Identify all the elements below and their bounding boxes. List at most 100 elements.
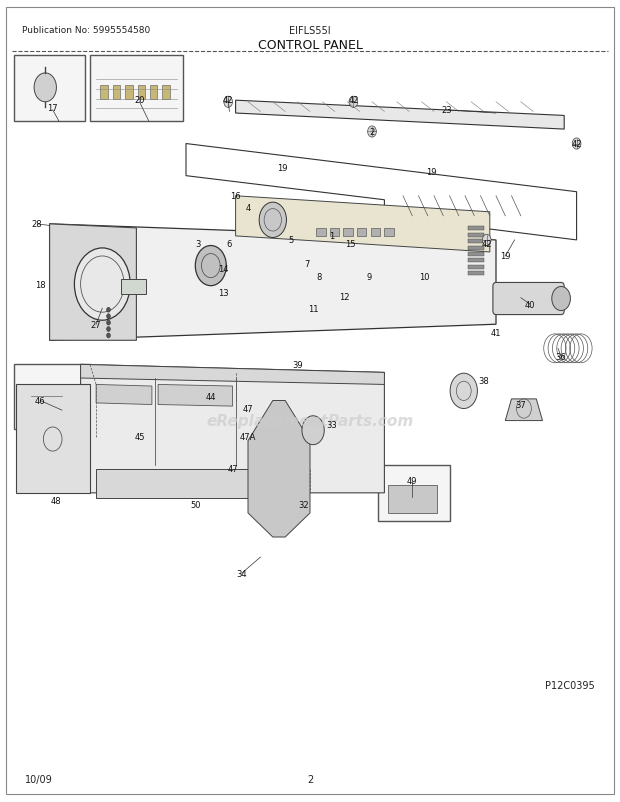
Text: 47: 47 <box>227 464 238 474</box>
Text: 47: 47 <box>242 404 254 414</box>
Text: 13: 13 <box>218 288 229 298</box>
Text: 39: 39 <box>292 360 303 370</box>
FancyBboxPatch shape <box>100 86 108 100</box>
Text: 1: 1 <box>329 232 334 241</box>
Polygon shape <box>50 225 496 341</box>
FancyBboxPatch shape <box>90 56 183 122</box>
FancyBboxPatch shape <box>493 283 564 315</box>
Text: 20: 20 <box>135 95 144 105</box>
FancyBboxPatch shape <box>468 272 484 276</box>
Text: 34: 34 <box>236 569 247 578</box>
FancyBboxPatch shape <box>468 227 484 231</box>
Polygon shape <box>505 399 542 421</box>
Text: 32: 32 <box>298 500 309 510</box>
Text: 47A: 47A <box>240 432 256 442</box>
Text: 10: 10 <box>420 272 430 282</box>
Text: 10/09: 10/09 <box>25 775 53 784</box>
Polygon shape <box>81 365 384 493</box>
Text: 9: 9 <box>366 272 371 282</box>
Circle shape <box>302 416 324 445</box>
Text: 46: 46 <box>35 396 46 406</box>
Polygon shape <box>248 401 310 537</box>
Text: 37: 37 <box>515 400 526 410</box>
Circle shape <box>552 287 570 311</box>
Text: 38: 38 <box>478 376 489 386</box>
Circle shape <box>34 74 56 103</box>
Polygon shape <box>96 385 152 405</box>
FancyBboxPatch shape <box>468 246 484 250</box>
FancyBboxPatch shape <box>316 229 326 237</box>
Text: 42: 42 <box>348 95 358 105</box>
FancyBboxPatch shape <box>343 229 353 237</box>
Polygon shape <box>96 469 294 499</box>
Text: 42: 42 <box>572 140 582 149</box>
Text: 41: 41 <box>491 328 501 338</box>
Text: 36: 36 <box>556 352 567 362</box>
Text: 33: 33 <box>326 420 337 430</box>
FancyBboxPatch shape <box>14 365 91 429</box>
Polygon shape <box>158 385 232 407</box>
Circle shape <box>195 246 226 286</box>
Circle shape <box>572 139 581 150</box>
Text: 3: 3 <box>196 240 201 249</box>
Text: 42: 42 <box>223 95 233 105</box>
Circle shape <box>107 334 110 338</box>
Circle shape <box>368 127 376 138</box>
Text: 27: 27 <box>91 320 102 330</box>
FancyBboxPatch shape <box>357 229 366 237</box>
Text: 2: 2 <box>370 128 374 137</box>
Text: 49: 49 <box>407 476 417 486</box>
Text: 48: 48 <box>50 496 61 506</box>
Polygon shape <box>16 385 90 493</box>
Text: 19: 19 <box>426 168 436 177</box>
Text: 44: 44 <box>206 392 216 402</box>
Text: 14: 14 <box>218 264 228 273</box>
Text: 12: 12 <box>339 292 349 302</box>
Text: 7: 7 <box>304 260 309 269</box>
Circle shape <box>224 97 232 108</box>
Text: 19: 19 <box>500 252 510 261</box>
Circle shape <box>482 235 491 246</box>
Polygon shape <box>236 101 564 130</box>
Text: 6: 6 <box>227 240 232 249</box>
Text: 23: 23 <box>441 106 452 115</box>
Circle shape <box>349 97 358 108</box>
FancyBboxPatch shape <box>330 229 339 237</box>
Circle shape <box>74 249 130 321</box>
FancyBboxPatch shape <box>121 280 146 294</box>
FancyBboxPatch shape <box>162 86 170 100</box>
FancyBboxPatch shape <box>125 86 133 100</box>
Text: 5: 5 <box>289 236 294 245</box>
Circle shape <box>107 314 110 319</box>
Polygon shape <box>236 196 490 253</box>
Text: 42: 42 <box>482 240 492 249</box>
Text: 16: 16 <box>230 192 241 201</box>
FancyBboxPatch shape <box>468 265 484 269</box>
FancyBboxPatch shape <box>24 389 70 421</box>
Polygon shape <box>50 225 136 341</box>
Text: 45: 45 <box>135 432 144 442</box>
Text: 19: 19 <box>277 164 287 173</box>
Circle shape <box>259 203 286 238</box>
FancyBboxPatch shape <box>138 86 145 100</box>
FancyBboxPatch shape <box>468 233 484 237</box>
Text: 11: 11 <box>308 304 318 314</box>
FancyBboxPatch shape <box>113 86 120 100</box>
FancyBboxPatch shape <box>14 56 85 122</box>
Text: 40: 40 <box>525 300 535 310</box>
Circle shape <box>107 327 110 332</box>
Text: Publication No: 5995554580: Publication No: 5995554580 <box>22 26 150 34</box>
Circle shape <box>107 321 110 326</box>
FancyBboxPatch shape <box>388 485 437 513</box>
FancyBboxPatch shape <box>384 229 394 237</box>
FancyBboxPatch shape <box>468 259 484 263</box>
Text: CONTROL PANEL: CONTROL PANEL <box>257 38 363 51</box>
Text: 15: 15 <box>345 240 355 249</box>
FancyBboxPatch shape <box>371 229 380 237</box>
Circle shape <box>450 374 477 409</box>
Text: 2: 2 <box>307 775 313 784</box>
FancyBboxPatch shape <box>468 240 484 244</box>
Text: 17: 17 <box>47 103 58 113</box>
Text: EIFLS55I: EIFLS55I <box>289 26 331 35</box>
Text: eReplacementParts.com: eReplacementParts.com <box>206 414 414 428</box>
